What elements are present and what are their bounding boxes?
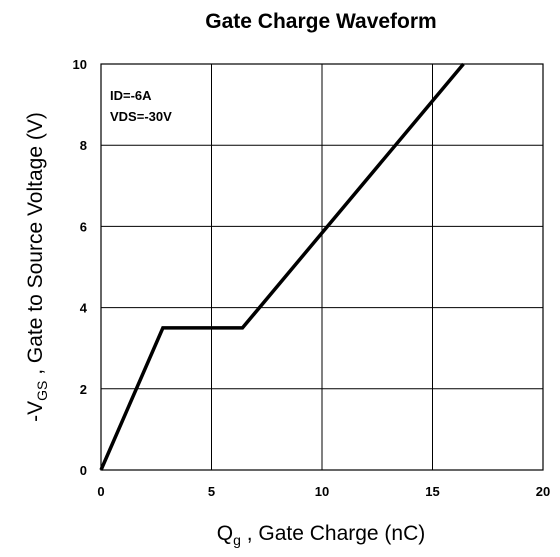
x-axis-label: Qg , Gate Charge (nC) xyxy=(217,522,426,548)
annotation-id: ID=-6A xyxy=(110,88,152,103)
x-tick-label: 20 xyxy=(536,484,550,499)
x-axis-label-symbol: Q xyxy=(217,522,233,545)
annotation-vds: VDS=-30V xyxy=(110,109,172,124)
x-tick-label: 15 xyxy=(425,484,439,499)
plot-frame xyxy=(100,63,544,471)
y-tick-label: 6 xyxy=(80,219,87,234)
x-tick-label: 10 xyxy=(315,484,329,499)
x-tick-label: 0 xyxy=(97,484,104,499)
y-tick-label: 8 xyxy=(80,138,87,153)
y-tick-label: 2 xyxy=(80,382,87,397)
x-axis-label-subscript: g xyxy=(233,532,241,548)
grid xyxy=(101,64,543,470)
y-axis-label-subscript: GS xyxy=(34,381,50,401)
annotations: ID=-6A VDS=-30V xyxy=(110,88,172,124)
chart-title: Gate Charge Waveform xyxy=(205,10,436,33)
y-tick-label: 4 xyxy=(80,301,88,316)
x-axis-label-text: , Gate Charge (nC) xyxy=(241,522,425,545)
gate-charge-line xyxy=(99,62,465,471)
series-group xyxy=(99,62,465,471)
y-axis-label-symbol: -V xyxy=(24,401,47,422)
x-tick-label: 5 xyxy=(208,484,215,499)
y-tick-labels: 0 2 4 6 8 10 xyxy=(73,57,88,478)
y-tick-label: 0 xyxy=(80,463,87,478)
y-axis-label-text: , Gate to Source Voltage (V) xyxy=(24,112,47,380)
y-tick-label: 10 xyxy=(73,57,87,72)
x-tick-labels: 0 5 10 15 20 xyxy=(97,484,550,499)
y-axis-label: -VGS , Gate to Source Voltage (V) xyxy=(24,112,50,422)
